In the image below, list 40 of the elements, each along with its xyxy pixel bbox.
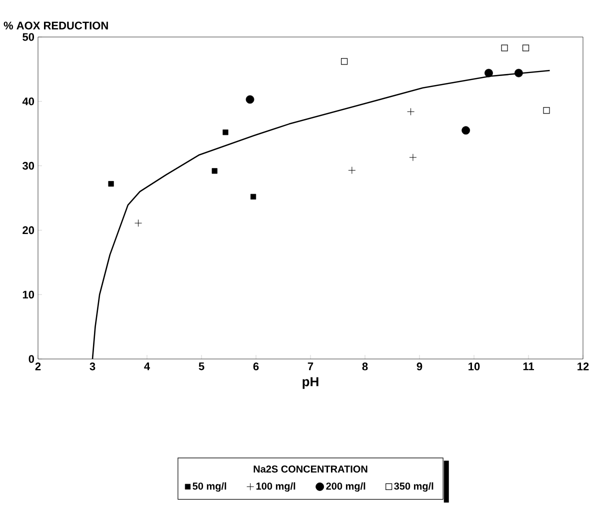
- x-tick-label: 4: [144, 362, 150, 370]
- x-tick-label: 3: [90, 362, 96, 370]
- point: [501, 44, 508, 52]
- point: [407, 108, 415, 116]
- y-tick-label: 10: [22, 290, 34, 298]
- x-tick-label: 11: [523, 362, 534, 370]
- point: [409, 154, 417, 162]
- x-tick-label: 10: [468, 362, 480, 370]
- y-axis-title: % AOX REDUCTION: [4, 22, 108, 30]
- legend-label: 50 mg/l: [192, 482, 226, 492]
- legend-label: 100 mg/l: [256, 482, 296, 492]
- legend-label: 350 mg/l: [394, 482, 434, 492]
- x-tick-label: 12: [578, 362, 589, 370]
- point: [212, 168, 218, 174]
- y-tick-label: 0: [28, 355, 34, 363]
- point: [108, 181, 114, 187]
- y-tick-label: 30: [22, 162, 34, 170]
- x-axis-title: pH: [302, 377, 318, 389]
- x-tick-label: 6: [253, 362, 259, 370]
- x-tick-label: 9: [416, 362, 422, 370]
- x-tick-label: 5: [198, 362, 204, 370]
- legend-label: 200 mg/l: [326, 482, 366, 492]
- x-tick-label: 7: [308, 362, 314, 370]
- legend-title: Na2S CONCENTRATION: [254, 466, 368, 473]
- x-tick-label: 8: [362, 362, 368, 370]
- y-tick-label: 40: [22, 98, 34, 106]
- y-tick-label: 50: [22, 33, 34, 41]
- point: [514, 68, 523, 78]
- point: [522, 44, 530, 52]
- point: [250, 194, 256, 200]
- point: [246, 95, 254, 104]
- point: [543, 107, 550, 114]
- x-tick-label: 2: [35, 362, 41, 370]
- point: [348, 166, 356, 174]
- point: [222, 130, 228, 136]
- point: [340, 58, 348, 65]
- point: [134, 219, 142, 227]
- y-tick-label: 20: [22, 226, 34, 234]
- point: [484, 68, 493, 78]
- point: [462, 126, 470, 135]
